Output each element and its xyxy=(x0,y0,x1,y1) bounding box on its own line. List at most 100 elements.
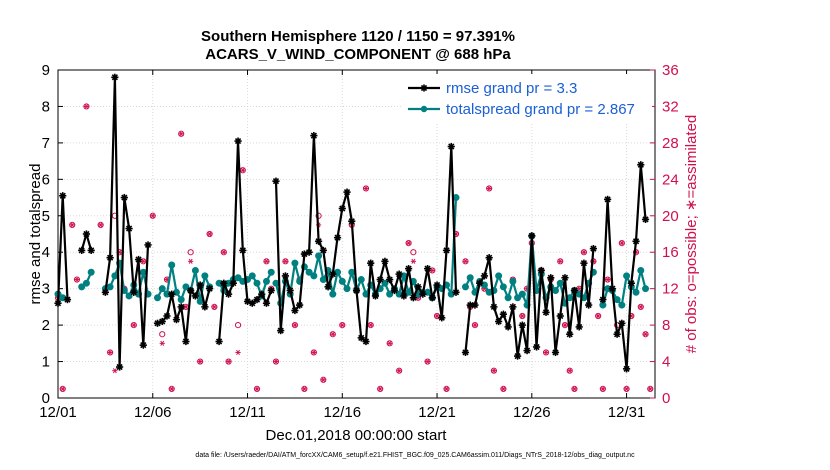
obs-assimilated-stroke xyxy=(75,276,79,283)
spread-marker xyxy=(632,288,640,296)
obs-assimilated-stroke xyxy=(520,313,525,319)
rmse-marker xyxy=(561,274,569,282)
rmse-marker-stroke xyxy=(144,241,152,249)
rmse-marker xyxy=(182,337,190,346)
rmse-marker-stroke xyxy=(400,292,407,300)
rmse-marker xyxy=(419,290,427,298)
obs-assimilated-marker xyxy=(638,304,644,310)
obs-assimilated-marker xyxy=(486,185,492,192)
spread-marker xyxy=(348,268,356,276)
rmse-marker xyxy=(390,286,399,295)
rmse-marker xyxy=(262,299,271,307)
rmse-marker-stroke xyxy=(178,303,185,311)
rmse-marker xyxy=(580,259,588,267)
spread-marker xyxy=(518,290,526,298)
rmse-marker-stroke xyxy=(566,331,573,338)
rmse-marker-stroke xyxy=(429,294,436,301)
rmse-marker-stroke xyxy=(552,349,559,356)
obs-assimilated-marker xyxy=(543,349,549,356)
rmse-marker-stroke xyxy=(476,280,483,287)
rmse-marker-stroke xyxy=(547,274,554,281)
rmse-marker-stroke xyxy=(486,254,493,261)
obs-assimilated-marker xyxy=(150,213,156,219)
spread-marker xyxy=(139,268,147,276)
x-tick-label: 12/21 xyxy=(418,404,456,421)
y-tick-label: 4 xyxy=(42,244,50,261)
rmse-marker-stroke xyxy=(571,287,578,294)
rmse-marker xyxy=(513,352,522,360)
rmse-marker xyxy=(599,296,607,304)
obs-assimilated-stroke xyxy=(169,386,174,392)
rmse-marker-stroke xyxy=(159,318,166,325)
obs-assimilated-stroke xyxy=(84,103,89,110)
obs-assimilated-marker xyxy=(595,313,601,319)
rmse-marker xyxy=(343,188,351,196)
obs-assimilated-marker xyxy=(647,386,653,392)
rmse-marker-stroke xyxy=(258,291,265,298)
obs-assimilated-stroke xyxy=(212,304,217,310)
spread-marker xyxy=(315,252,323,260)
obs-assimilated-marker xyxy=(434,313,440,319)
obs-assimilated-marker xyxy=(396,368,402,374)
obs-assimilated-marker xyxy=(424,358,431,365)
obs-assimilated-marker xyxy=(339,322,345,328)
rmse-marker-stroke xyxy=(168,291,175,298)
rmse-marker xyxy=(144,241,152,249)
rmse-marker-stroke xyxy=(471,301,479,309)
obs-assimilated-marker xyxy=(254,386,260,392)
rmse-marker-stroke xyxy=(557,312,564,320)
obs-assimilated-stroke xyxy=(648,386,653,392)
rmse-marker xyxy=(324,283,332,291)
rmse-marker xyxy=(604,195,612,203)
rmse-marker-stroke xyxy=(443,247,450,254)
rmse-marker-stroke xyxy=(448,143,455,150)
spread-marker xyxy=(201,272,209,280)
rmse-marker xyxy=(310,132,318,140)
obs-assimilated-marker xyxy=(225,358,232,365)
obs-assimilated-stroke xyxy=(302,386,307,392)
rmse-marker xyxy=(163,312,171,320)
rmse-marker xyxy=(352,286,361,295)
rmse-marker-stroke xyxy=(140,342,147,349)
obs-assimilated-marker xyxy=(410,258,416,264)
rmse-marker-stroke xyxy=(642,216,649,223)
rmse-marker-stroke xyxy=(310,132,317,139)
rmse-marker-stroke xyxy=(438,314,445,321)
rmse-marker xyxy=(442,246,451,254)
spread-marker xyxy=(87,268,95,276)
y2-tick-label: 20 xyxy=(662,208,679,225)
rmse-marker xyxy=(125,224,133,233)
rmse-marker xyxy=(556,312,564,320)
y-tick-label: 3 xyxy=(42,281,50,298)
rmse-marker-stroke xyxy=(277,327,284,334)
rmse-marker xyxy=(518,321,526,329)
spread-marker xyxy=(267,268,275,276)
rmse-marker xyxy=(215,337,223,346)
rmse-marker-stroke xyxy=(329,270,336,278)
obs-assimilated-stroke xyxy=(160,340,165,346)
rmse-marker xyxy=(433,281,441,289)
rmse-marker xyxy=(637,161,645,169)
spread-marker xyxy=(319,276,327,284)
rmse-marker-stroke xyxy=(306,249,313,256)
spread-marker xyxy=(504,294,512,302)
rmse-marker-stroke xyxy=(410,294,417,301)
spread-marker xyxy=(381,279,389,287)
obs-assimilated-stroke xyxy=(491,368,496,374)
obs-assimilated-marker xyxy=(623,386,630,392)
obs-assimilated-stroke xyxy=(444,386,449,392)
obs-assimilated-marker xyxy=(519,313,525,319)
rmse-marker xyxy=(585,301,593,309)
obs-assimilated-stroke xyxy=(184,304,188,310)
rmse-marker xyxy=(305,248,313,256)
rmse-marker xyxy=(381,257,389,265)
obs-assimilated-marker xyxy=(207,231,213,237)
spread-marker xyxy=(305,268,313,276)
rmse-marker xyxy=(566,330,574,338)
rmse-marker xyxy=(613,330,621,338)
rmse-marker-stroke xyxy=(632,238,640,245)
rmse-marker xyxy=(622,365,631,373)
y-tick-label: 2 xyxy=(42,317,50,334)
rmse-marker-stroke xyxy=(163,312,171,320)
rmse-marker-stroke xyxy=(83,230,90,238)
